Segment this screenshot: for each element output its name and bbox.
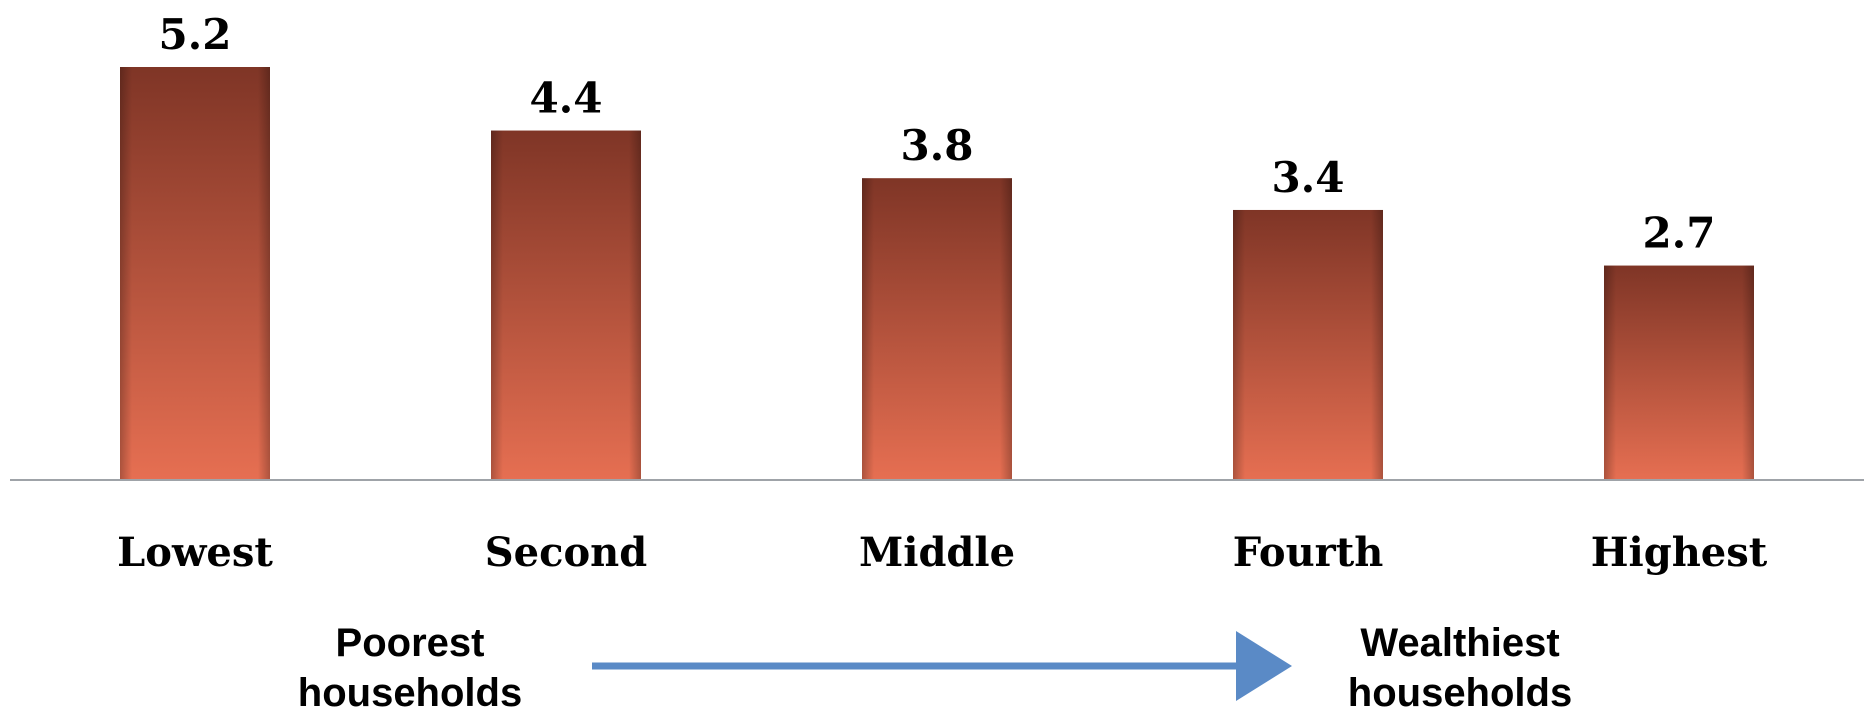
- poorest-line1: Poorest: [335, 621, 485, 665]
- category-label-fourth: Fourth: [1233, 529, 1384, 576]
- data-label-fourth: 3.4: [1271, 153, 1344, 202]
- data-label-highest: 2.7: [1642, 209, 1715, 258]
- bar-shading-second: [491, 130, 641, 481]
- category-label-middle: Middle: [859, 529, 1015, 576]
- poorest-households-label: Poorest households: [250, 618, 570, 718]
- wealthiest-line2: households: [1347, 671, 1573, 715]
- data-label-lowest: 5.2: [158, 10, 231, 59]
- data-label-second: 4.4: [529, 74, 602, 123]
- bars-layer: [120, 67, 1754, 481]
- bar-shading-highest: [1604, 265, 1754, 480]
- bar-shading-middle: [862, 178, 1012, 480]
- category-label-lowest: Lowest: [117, 529, 273, 576]
- poorest-line2: households: [297, 671, 523, 715]
- bar-shading-lowest: [120, 67, 270, 480]
- data-label-middle: 3.8: [900, 121, 973, 170]
- wealthiest-households-label: Wealthiest households: [1300, 618, 1620, 718]
- category-label-highest: Highest: [1591, 529, 1768, 576]
- labels-layer: 5.2 Lowest 4.4 Second 3.8 Middle 3.4 Fourth 2.7 H…: [117, 10, 1768, 576]
- wealthiest-line1: Wealthiest: [1360, 621, 1560, 665]
- bar-shading-fourth: [1233, 209, 1383, 480]
- category-label-second: Second: [485, 529, 647, 576]
